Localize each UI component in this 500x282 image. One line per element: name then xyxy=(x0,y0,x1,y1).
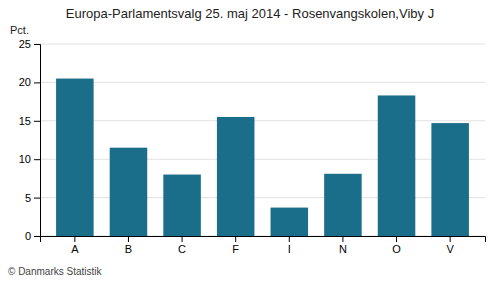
grid-line xyxy=(40,44,485,45)
x-tick-mark xyxy=(342,236,343,242)
y-tick: 0 xyxy=(25,230,40,242)
y-tick-mark xyxy=(34,44,40,45)
x-axis-line xyxy=(41,237,486,243)
x-tick-mark xyxy=(74,236,75,242)
x-tick: O xyxy=(392,236,401,255)
bar xyxy=(324,174,362,236)
x-tick-label: C xyxy=(178,243,186,255)
y-axis: 0 5 10 15 20 25 xyxy=(19,38,41,242)
y-tick-label: 0 xyxy=(25,230,31,242)
bar xyxy=(217,117,255,236)
x-tick-mark xyxy=(450,236,451,242)
grid-line xyxy=(40,82,485,83)
x-tick-label: F xyxy=(232,243,239,255)
y-tick-mark xyxy=(34,159,40,160)
x-tick-label: N xyxy=(339,243,347,255)
x-tick: B xyxy=(125,236,132,255)
x-tick: V xyxy=(446,236,454,255)
y-tick: 5 xyxy=(25,192,40,204)
x-tick-label: B xyxy=(125,243,132,255)
chart: Europa-Parlamentsvalg 25. maj 2014 - Ros… xyxy=(0,0,500,282)
grid-line xyxy=(40,120,485,121)
y-tick: 15 xyxy=(19,115,40,127)
x-tick-label: O xyxy=(392,243,401,255)
bar xyxy=(271,208,309,236)
x-tick: N xyxy=(339,236,347,255)
x-axis: ABCFINOV xyxy=(41,236,486,255)
y-tick-mark xyxy=(34,82,40,83)
x-tick: I xyxy=(288,236,291,255)
x-tick-label: V xyxy=(446,243,454,255)
x-tick: A xyxy=(71,236,79,255)
y-tick: 10 xyxy=(19,153,40,165)
x-tick-mark xyxy=(396,236,397,242)
x-tick-label: I xyxy=(288,243,291,255)
x-tick-mark xyxy=(128,236,129,242)
x-tick-mark xyxy=(182,236,183,242)
grid xyxy=(40,44,485,236)
y-tick-label: 5 xyxy=(25,192,31,204)
y-tick: 20 xyxy=(19,76,40,88)
y-tick-label: 25 xyxy=(19,38,31,50)
y-tick-mark xyxy=(34,198,40,199)
bar xyxy=(110,148,148,236)
x-tick-label: A xyxy=(71,243,79,255)
bar xyxy=(163,175,201,236)
title: Europa-Parlamentsvalg 25. maj 2014 - Ros… xyxy=(66,6,434,21)
x-tick-mark xyxy=(289,236,290,242)
x-tick-mark xyxy=(235,236,236,242)
y-label: Pct. xyxy=(10,24,29,36)
y-tick-label: 15 xyxy=(19,115,31,127)
y-tick: 25 xyxy=(19,38,40,50)
bar xyxy=(431,123,469,236)
y-tick-label: 20 xyxy=(19,76,31,88)
y-axis-line xyxy=(34,45,41,237)
x-tick: F xyxy=(232,236,239,255)
y-tick-mark xyxy=(34,121,40,122)
x-tick: C xyxy=(178,236,186,255)
y-tick-label: 10 xyxy=(19,153,31,165)
bars xyxy=(56,79,469,236)
grid-line xyxy=(40,159,485,160)
y-tick-mark xyxy=(34,236,40,237)
footer: © Danmarks Statistik xyxy=(8,266,103,277)
grid-line xyxy=(40,197,485,198)
bar xyxy=(56,79,94,236)
bar xyxy=(378,95,416,236)
plot-area: 0 5 10 15 20 25 A B C F I N O V xyxy=(19,38,486,255)
